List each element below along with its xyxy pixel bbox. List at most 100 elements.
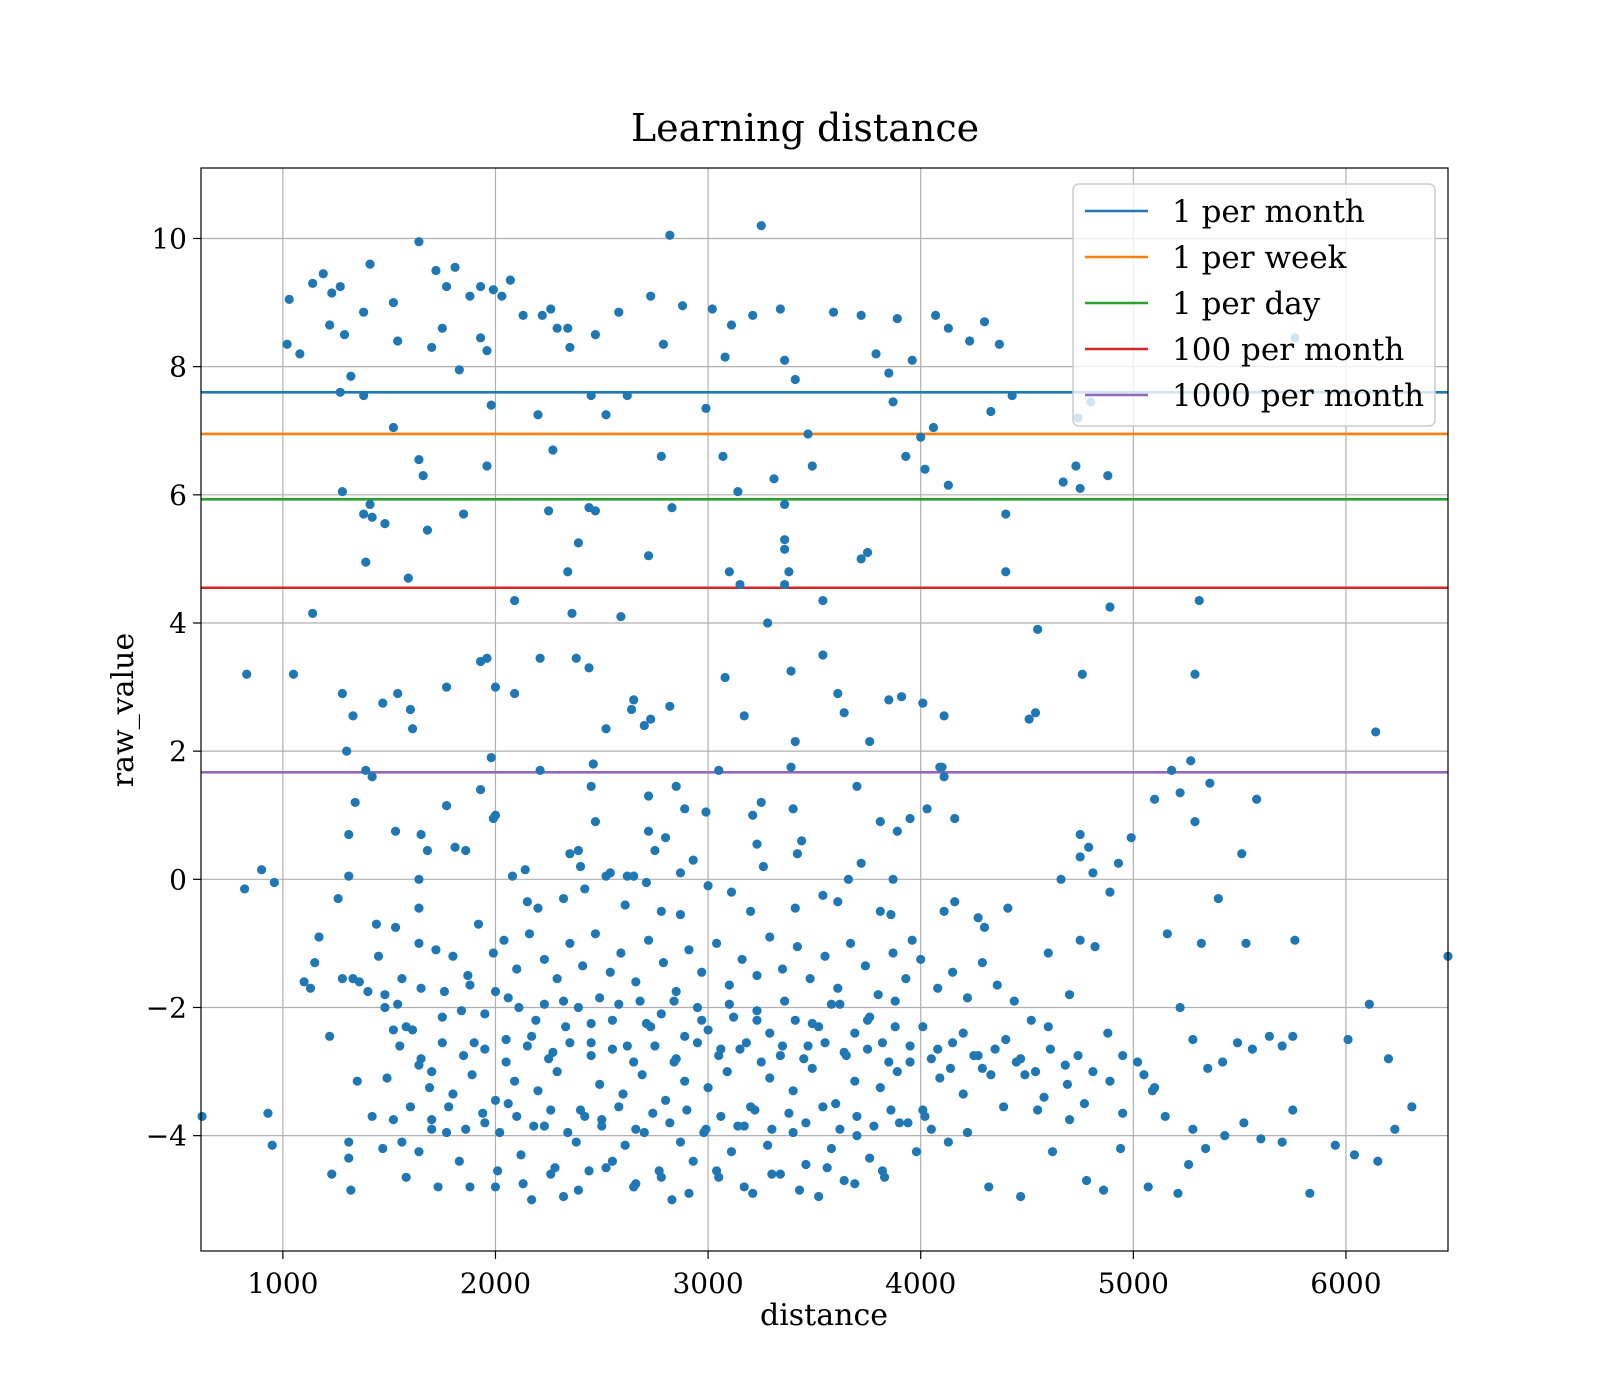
data-point [958,1028,968,1038]
data-point [784,567,794,577]
data-point [1190,669,1200,679]
data-point [750,1105,760,1115]
data-point [437,1012,447,1022]
data-point [505,275,515,285]
data-point [1064,990,1075,1000]
data-point [388,1115,399,1125]
data-point [269,877,279,888]
data-point [643,551,654,561]
data-point [533,903,543,913]
data-point [894,1118,905,1128]
data-point [637,1070,647,1080]
data-point [786,762,796,772]
x-tick-label: 3000 [672,1267,743,1300]
data-point [197,1111,207,1122]
data-point [886,1105,896,1115]
data-point [563,323,573,333]
data-point [450,262,460,272]
data-point [352,1076,362,1086]
data-point [892,1066,902,1077]
data-point [414,237,424,247]
data-point [361,557,371,567]
data-point [729,1012,739,1022]
data-point [1020,1070,1030,1080]
legend-label: 1 per week [1172,240,1347,276]
data-point [739,1182,749,1192]
data-point [518,1179,528,1189]
data-point [986,1070,996,1080]
data-point [327,288,337,298]
data-point [380,990,390,1000]
data-point [888,397,898,407]
data-point [641,877,652,888]
data-point [601,1163,611,1173]
data-point [1220,1131,1230,1141]
data-point [943,1137,953,1147]
data-point [765,1028,775,1038]
data-point [1077,669,1087,679]
data-point [527,1031,537,1041]
data-point [711,938,722,949]
data-point [843,874,854,884]
data-point [1081,1175,1092,1186]
data-point [703,1082,713,1093]
data-point [490,1095,501,1106]
data-point [962,993,973,1003]
data-point [507,871,518,881]
data-point [580,884,590,894]
data-point [622,871,632,881]
data-point [748,310,758,320]
data-point [884,1057,894,1067]
data-point [486,400,496,410]
data-point [639,1127,649,1138]
data-point [1201,1143,1211,1154]
data-point [833,983,843,993]
data-point [1373,1156,1383,1166]
data-point [605,967,615,977]
plot-frame [200,167,1449,1252]
data-point [886,909,896,920]
data-point [490,1182,501,1192]
data-point [490,986,501,997]
data-point [522,1041,532,1051]
data-point [552,1066,562,1077]
data-point [344,871,354,881]
data-point [884,368,894,378]
chart-title: Learning distance [631,106,979,150]
data-point [1058,477,1068,487]
data-point [656,1009,666,1019]
data-point [948,1038,958,1048]
data-point [482,461,492,471]
data-point [346,371,356,381]
data-point [986,406,996,417]
data-point [639,720,649,731]
data-point [488,285,498,295]
data-point [405,704,416,715]
data-point [780,499,790,510]
data-point [671,781,681,791]
data-point [1088,1066,1098,1077]
data-point [875,1082,885,1093]
data-point [1115,1143,1126,1154]
data-point [465,980,475,990]
data-point [1383,1054,1394,1064]
data-point [367,512,377,522]
data-point [1118,1108,1128,1118]
data-point [665,1118,675,1128]
data-point [1098,1185,1109,1195]
data-point [371,919,382,929]
data-point [382,1073,392,1083]
data-point [586,1050,596,1061]
data-point [344,1137,354,1147]
data-point [495,1127,505,1138]
data-point [752,1015,762,1025]
data-point [397,1137,407,1147]
data-point [1277,1041,1287,1051]
x-axis-ticks: 1000 2000 3000 4000 5000 6000 [247,1251,1382,1300]
data-point [546,1169,556,1179]
data-point [346,1185,356,1195]
data-point [1149,1082,1160,1093]
data-point [667,1195,677,1205]
data-point [622,1041,632,1051]
data-point [1001,509,1011,519]
